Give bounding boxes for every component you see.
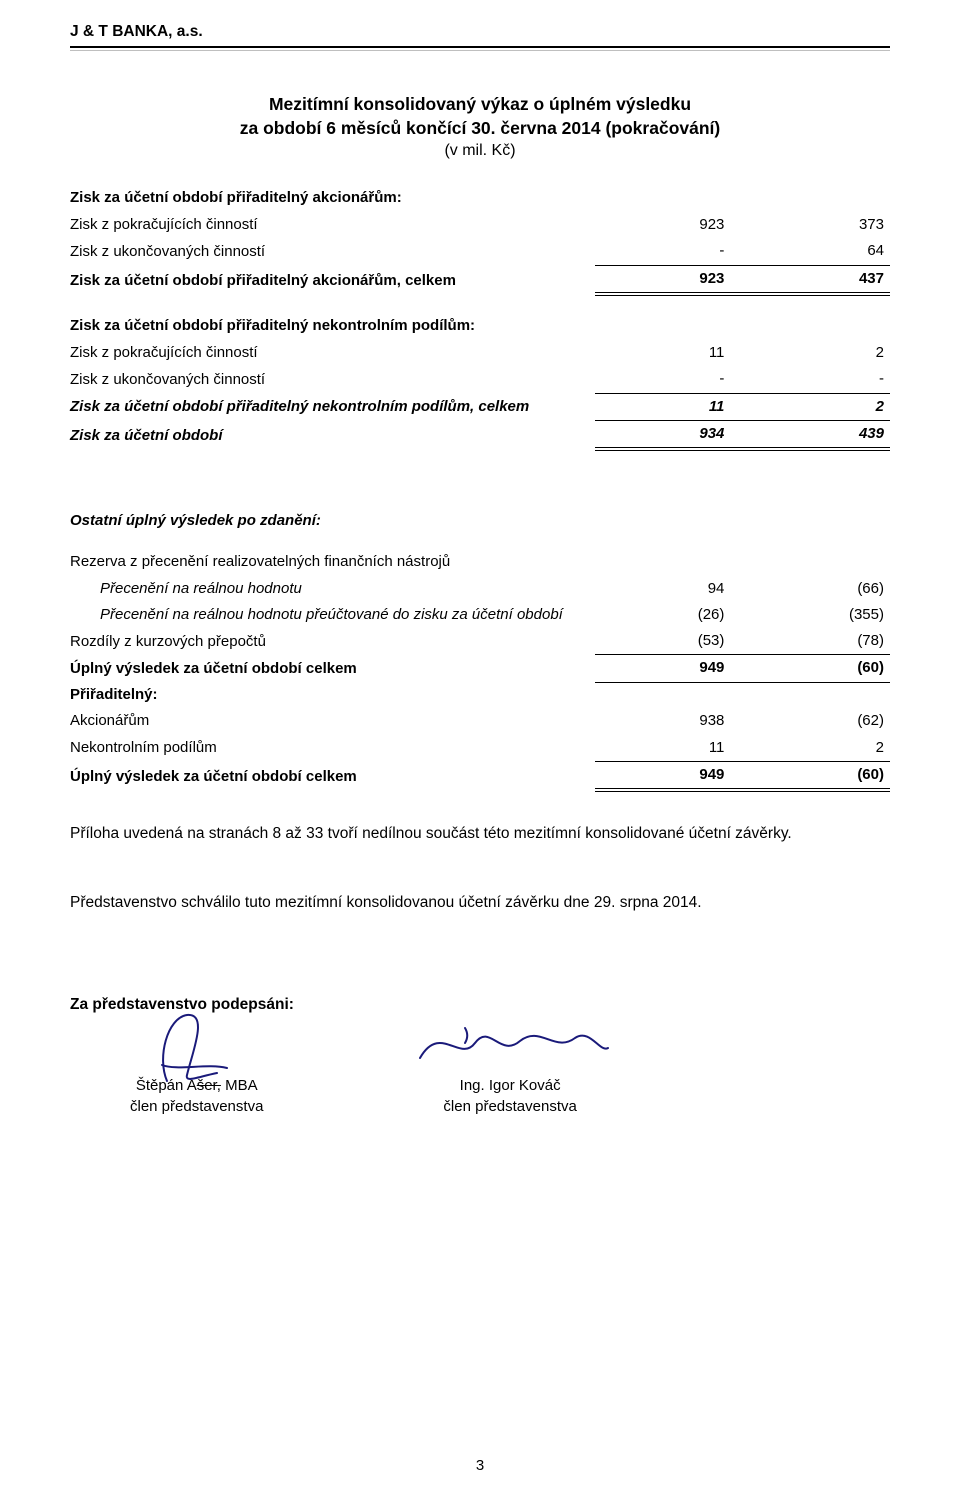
section3-heading: Ostatní úplný výsledek po zdanění: [70,497,890,535]
header-rule-bottom [70,50,890,51]
row-c1: - [595,366,743,393]
row-c1: 949 [595,655,743,682]
table-row: Nekontrolním podílům 11 2 [70,735,890,762]
signature-row: Štěpán Ašer, MBA člen představenstva Ing… [70,1075,890,1117]
row-c1: 938 [595,708,743,734]
table-row: Zisk z pokračujících činností 923 373 [70,212,890,238]
company-header: J & T BANKA, a.s. [70,22,890,45]
row-c2: (60) [742,655,890,682]
row-label: Zisk z ukončovaných činností [70,238,595,265]
signature-right-name: Ing. Igor Kováč [443,1075,576,1096]
row-c2: 2 [742,735,890,762]
row-label: Zisk z ukončovaných činností [70,366,595,393]
table-row-grandtotal: Úplný výsledek za účetní období celkem 9… [70,761,890,790]
table-row: Rozdíly z kurzových přepočtů (53) (78) [70,628,890,655]
row-c1: (26) [595,602,743,628]
signature-right: Ing. Igor Kováč člen představenstva [443,1075,576,1117]
row-c1: 934 [595,420,743,449]
row-c2: (355) [742,602,890,628]
page: J & T BANKA, a.s. Mezitímní konsolidovan… [0,0,960,1502]
row-c1 [595,682,743,708]
signature-block: Za představenstvo podepsáni: Štěpán Ašer… [70,995,890,1118]
signature-left-role: člen představenstva [130,1096,263,1117]
table-section-1: Zisk za účetní období přiřaditelný akcio… [70,174,890,296]
signature-right-icon [410,1003,610,1083]
table-row-total: Úplný výsledek za účetní období celkem 9… [70,655,890,682]
table-row: Akcionářům 938 (62) [70,708,890,734]
row-c1: 94 [595,576,743,602]
section3-heading-row: Ostatní úplný výsledek po zdanění: [70,497,890,535]
signature-left: Štěpán Ašer, MBA člen představenstva [130,1075,263,1117]
row-c1: 11 [595,735,743,762]
table-row-total: Zisk za účetní období přiřaditelný akcio… [70,265,890,294]
row-c1: (53) [595,628,743,655]
document-title: Mezitímní konsolidovaný výkaz o úplném v… [70,93,890,162]
table-row-grandtotal: Zisk za účetní období 934 439 [70,420,890,449]
row-c1 [595,549,743,575]
section1-heading-row: Zisk za účetní období přiřaditelný akcio… [70,174,890,212]
row-c1: - [595,238,743,265]
table-section-2: Zisk za účetní období přiřaditelný nekon… [70,302,890,451]
row-label: Úplný výsledek za účetní období celkem [70,655,595,682]
row-c2: (60) [742,761,890,790]
row-label: Přecenění na reálnou hodnotu přeúčtované… [70,602,595,628]
row-c2: - [742,366,890,393]
row-c2 [742,682,890,708]
page-number: 3 [0,1456,960,1476]
table-row: Zisk z ukončovaných činností - - [70,366,890,393]
row-label: Přecenění na reálnou hodnotu [70,576,595,602]
row-label: Přiřaditelný: [70,682,595,708]
section2-heading: Zisk za účetní období přiřaditelný nekon… [70,302,890,340]
row-c2: 439 [742,420,890,449]
row-c1: 11 [595,393,743,420]
table-row: Přecenění na reálnou hodnotu 94 (66) [70,576,890,602]
row-c2: 2 [742,393,890,420]
signature-heading: Za představenstvo podepsáni: [70,995,890,1016]
title-unit: (v mil. Kč) [70,140,890,162]
signature-left-name: Štěpán Ašer, MBA [130,1075,263,1096]
row-c2: 64 [742,238,890,265]
spacer [70,457,890,497]
table-row: Zisk z ukončovaných činností - 64 [70,238,890,265]
spacer-row [70,535,890,549]
row-label: Zisk z pokračujících činností [70,340,595,366]
row-c1: 923 [595,212,743,238]
row-label: Zisk za účetní období přiřaditelný akcio… [70,265,595,294]
row-label: Zisk za účetní období [70,420,595,449]
header-rule-top [70,46,890,48]
row-c1: 923 [595,265,743,294]
row-c2: (62) [742,708,890,734]
row-label: Zisk za účetní období přiřaditelný nekon… [70,393,595,420]
table-row-subtotal: Zisk za účetní období přiřaditelný nekon… [70,393,890,420]
table-row: Zisk z pokračujících činností 11 2 [70,340,890,366]
row-c1: 949 [595,761,743,790]
section2-heading-row: Zisk za účetní období přiřaditelný nekon… [70,302,890,340]
section1-heading: Zisk za účetní období přiřaditelný akcio… [70,174,890,212]
row-c1: 11 [595,340,743,366]
row-label: Úplný výsledek za účetní období celkem [70,761,595,790]
title-line2: za období 6 měsíců končící 30. června 20… [70,117,890,141]
row-label: Akcionářům [70,708,595,734]
row-c2: 373 [742,212,890,238]
row-label: Rezerva z přecenění realizovatelných fin… [70,549,595,575]
signature-right-role: člen představenstva [443,1096,576,1117]
approval-note: Představenstvo schválilo tuto mezitímní … [70,891,890,914]
row-c2: 2 [742,340,890,366]
table-row: Rezerva z přecenění realizovatelných fin… [70,549,890,575]
appendix-note: Příloha uvedená na stranách 8 až 33 tvoř… [70,822,890,845]
table-row-heading: Přiřaditelný: [70,682,890,708]
row-c2 [742,549,890,575]
row-c2: 437 [742,265,890,294]
row-c2: (78) [742,628,890,655]
row-c2: (66) [742,576,890,602]
row-label: Nekontrolním podílům [70,735,595,762]
table-section-3: Ostatní úplný výsledek po zdanění: Rezer… [70,497,890,792]
table-row: Přecenění na reálnou hodnotu přeúčtované… [70,602,890,628]
title-line1: Mezitímní konsolidovaný výkaz o úplném v… [70,93,890,117]
row-label: Rozdíly z kurzových přepočtů [70,628,595,655]
row-label: Zisk z pokračujících činností [70,212,595,238]
